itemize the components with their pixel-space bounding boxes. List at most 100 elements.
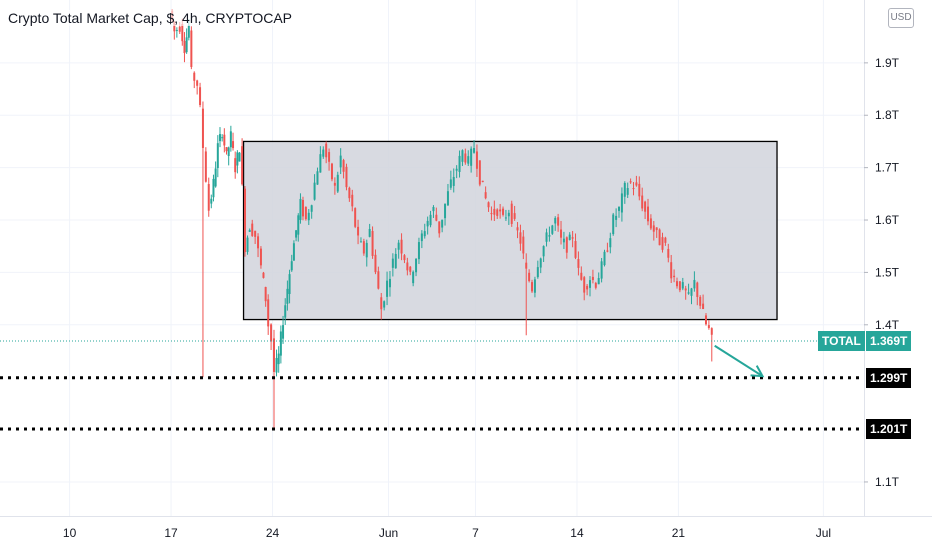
candle-body[interactable] xyxy=(647,207,649,222)
candle-body[interactable] xyxy=(528,273,530,281)
candle-body[interactable] xyxy=(202,109,204,148)
candle-body[interactable] xyxy=(537,267,539,277)
candle-body[interactable] xyxy=(383,301,385,307)
candle-body[interactable] xyxy=(708,325,710,328)
candle-body[interactable] xyxy=(392,259,394,268)
candle-body[interactable] xyxy=(325,144,327,158)
candle-body[interactable] xyxy=(563,239,565,243)
candle-body[interactable] xyxy=(679,281,681,290)
candle-body[interactable] xyxy=(502,209,504,215)
candle-body[interactable] xyxy=(247,238,249,252)
candle-body[interactable] xyxy=(627,188,629,195)
candle-body[interactable] xyxy=(505,217,507,218)
candle-body[interactable] xyxy=(522,237,524,254)
candle-body[interactable] xyxy=(254,231,256,237)
candle-body[interactable] xyxy=(546,232,548,241)
candle-body[interactable] xyxy=(661,237,663,250)
candle-body[interactable] xyxy=(560,230,562,238)
candle-body[interactable] xyxy=(293,243,295,260)
candle-body[interactable] xyxy=(493,209,495,215)
candle-body[interactable] xyxy=(430,215,432,225)
candle-body[interactable] xyxy=(289,274,291,294)
candle-body[interactable] xyxy=(297,215,299,234)
candle-body[interactable] xyxy=(286,289,288,304)
candle-body[interactable] xyxy=(519,232,521,243)
candle-body[interactable] xyxy=(228,147,230,156)
candle-body[interactable] xyxy=(583,277,585,292)
candle-body[interactable] xyxy=(499,209,501,211)
candle-body[interactable] xyxy=(262,273,264,278)
candle-body[interactable] xyxy=(340,156,342,168)
candle-body[interactable] xyxy=(435,215,437,221)
candle-body[interactable] xyxy=(398,243,400,250)
candle-body[interactable] xyxy=(226,147,228,151)
candle-body[interactable] xyxy=(337,175,339,192)
arrow-line[interactable] xyxy=(715,346,763,376)
candle-body[interactable] xyxy=(196,81,198,86)
candle-body[interactable] xyxy=(470,149,472,166)
candle-body[interactable] xyxy=(386,281,388,297)
candle-body[interactable] xyxy=(415,259,417,272)
candle-body[interactable] xyxy=(366,243,368,257)
candle-body[interactable] xyxy=(406,262,408,270)
candle-body[interactable] xyxy=(659,230,661,246)
candle-body[interactable] xyxy=(345,167,347,187)
candle-body[interactable] xyxy=(543,246,545,256)
candle-body[interactable] xyxy=(453,177,455,186)
candle-body[interactable] xyxy=(412,272,414,283)
candle-body[interactable] xyxy=(308,213,310,220)
candle-body[interactable] xyxy=(205,151,207,181)
candle-body[interactable] xyxy=(595,283,597,288)
candle-body[interactable] xyxy=(624,183,626,197)
candle-body[interactable] xyxy=(331,164,333,180)
candle-body[interactable] xyxy=(476,151,478,168)
candle-body[interactable] xyxy=(705,315,707,324)
candle-body[interactable] xyxy=(273,338,275,372)
candle-body[interactable] xyxy=(635,182,637,185)
candle-body[interactable] xyxy=(601,261,603,278)
candle-body[interactable] xyxy=(456,169,458,171)
candle-body[interactable] xyxy=(357,227,359,236)
candle-body[interactable] xyxy=(186,37,188,52)
candle-body[interactable] xyxy=(450,179,452,187)
candle-body[interactable] xyxy=(316,171,318,184)
candle-body[interactable] xyxy=(676,281,678,286)
candle-body[interactable] xyxy=(641,196,643,209)
candle-body[interactable] xyxy=(267,299,269,326)
candle-body[interactable] xyxy=(569,235,571,240)
candle-body[interactable] xyxy=(403,255,405,260)
candle-body[interactable] xyxy=(673,276,675,277)
candle-body[interactable] xyxy=(517,227,519,230)
candle-body[interactable] xyxy=(418,242,420,259)
candle-body[interactable] xyxy=(575,241,577,258)
candle-body[interactable] xyxy=(282,325,284,339)
candle-body[interactable] xyxy=(444,204,446,218)
candle-body[interactable] xyxy=(380,297,382,309)
candle-body[interactable] xyxy=(328,152,330,162)
candle-body[interactable] xyxy=(702,304,704,309)
candle-body[interactable] xyxy=(653,225,655,231)
candle-body[interactable] xyxy=(598,278,600,284)
candle-body[interactable] xyxy=(299,199,301,220)
candle-body[interactable] xyxy=(540,259,542,268)
candle-body[interactable] xyxy=(586,286,588,289)
candle-body[interactable] xyxy=(372,231,374,256)
candle-body[interactable] xyxy=(551,225,553,233)
candle-body[interactable] xyxy=(234,158,236,172)
candle-body[interactable] xyxy=(531,282,533,291)
candle-body[interactable] xyxy=(644,202,646,212)
candle-body[interactable] xyxy=(479,160,481,184)
candle-body[interactable] xyxy=(295,230,297,237)
candle-body[interactable] xyxy=(424,231,426,236)
candle-body[interactable] xyxy=(208,184,210,211)
candle-body[interactable] xyxy=(464,153,466,162)
candle-body[interactable] xyxy=(409,267,411,272)
candle-body[interactable] xyxy=(210,199,212,204)
candle-body[interactable] xyxy=(511,204,513,224)
candle-body[interactable] xyxy=(592,277,594,280)
candle-body[interactable] xyxy=(696,283,698,297)
candle-body[interactable] xyxy=(496,209,498,215)
candle-body[interactable] xyxy=(212,179,214,197)
candle-body[interactable] xyxy=(284,305,286,317)
candle-body[interactable] xyxy=(633,188,635,189)
